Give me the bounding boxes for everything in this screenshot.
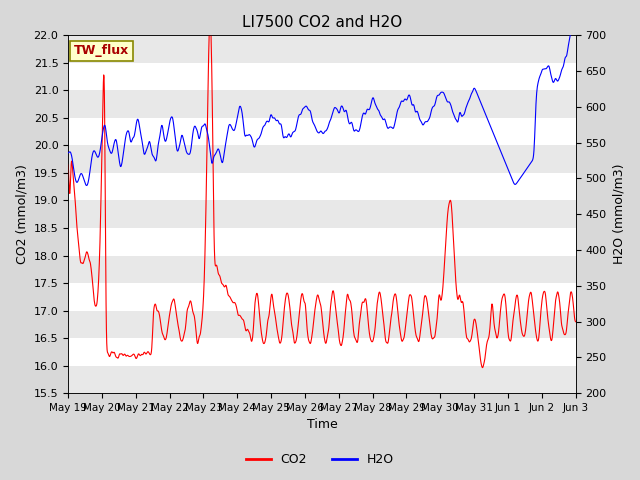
Bar [68, 311, 575, 338]
Text: TW_flux: TW_flux [74, 44, 129, 57]
Y-axis label: CO2 (mmol/m3): CO2 (mmol/m3) [15, 164, 28, 264]
Bar [68, 36, 575, 63]
Bar [68, 145, 575, 173]
X-axis label: Time: Time [307, 419, 337, 432]
Bar [68, 201, 575, 228]
Y-axis label: H2O (mmol/m3): H2O (mmol/m3) [612, 164, 625, 264]
Bar [68, 255, 575, 283]
Bar [68, 90, 575, 118]
Title: LI7500 CO2 and H2O: LI7500 CO2 and H2O [242, 15, 402, 30]
Bar [68, 366, 575, 393]
Legend: CO2, H2O: CO2, H2O [241, 448, 399, 471]
